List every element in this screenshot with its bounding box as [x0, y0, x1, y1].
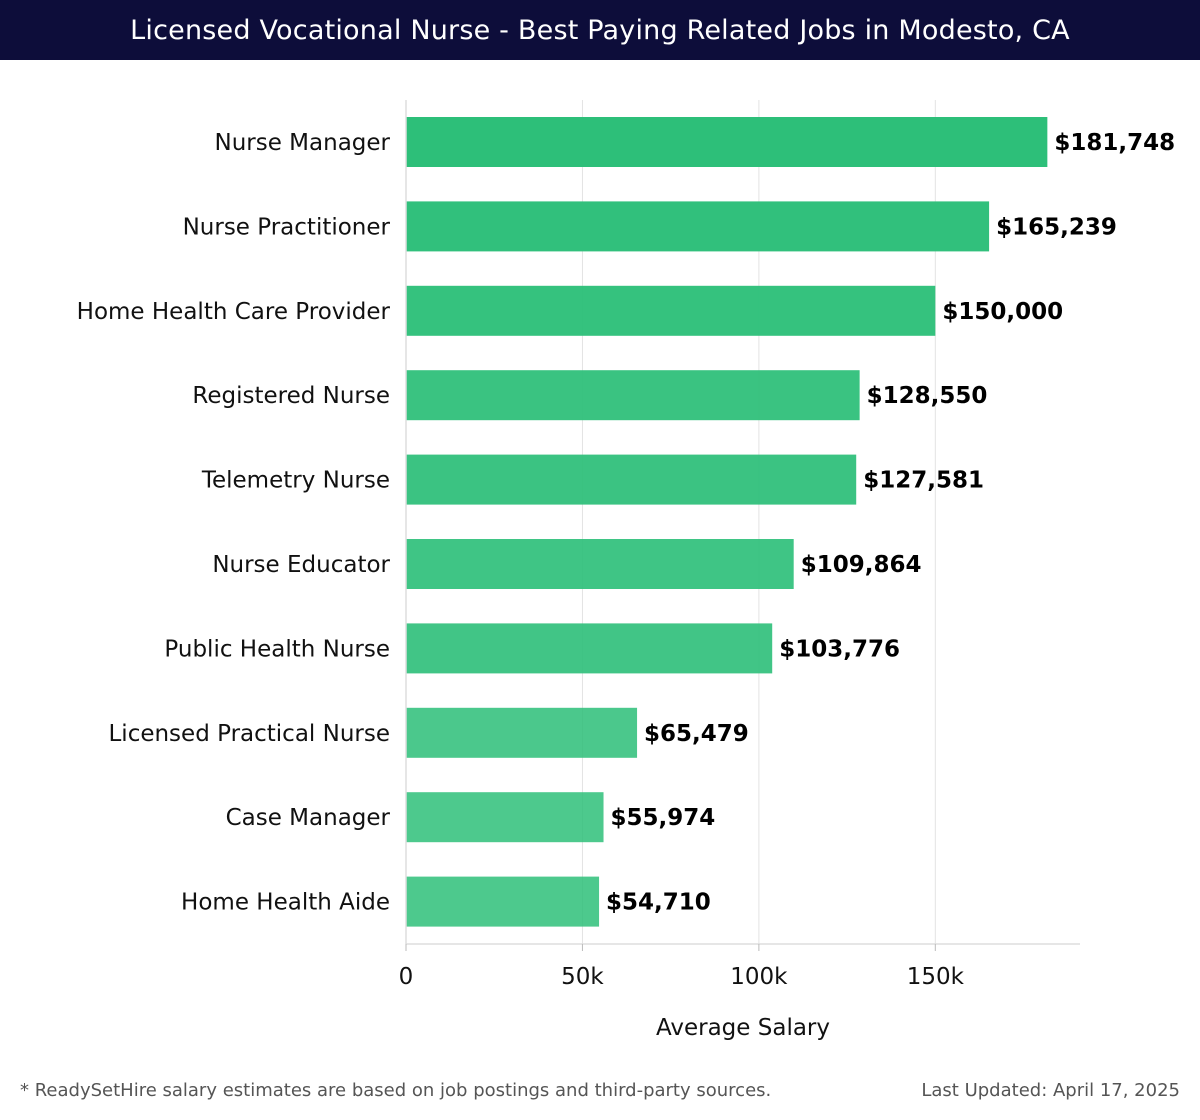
bar — [406, 201, 990, 252]
category-label: Nurse Educator — [212, 552, 390, 578]
bar — [406, 454, 857, 505]
value-label: $103,776 — [779, 636, 900, 662]
footer-note: * ReadySetHire salary estimates are base… — [20, 1080, 772, 1101]
value-label: $127,581 — [863, 468, 984, 494]
value-label: $165,239 — [996, 214, 1117, 240]
category-label: Nurse Manager — [215, 130, 391, 156]
bar — [406, 370, 860, 421]
last-updated: Last Updated: April 17, 2025 — [921, 1080, 1180, 1101]
bar — [406, 707, 638, 758]
value-label: $181,748 — [1054, 130, 1175, 156]
bar — [406, 792, 604, 843]
value-label: $128,550 — [867, 383, 988, 409]
chart-title: Licensed Vocational Nurse - Best Paying … — [130, 14, 1070, 46]
value-label: $150,000 — [942, 299, 1063, 325]
x-tick-label: 0 — [399, 964, 414, 990]
category-label: Licensed Practical Nurse — [108, 721, 390, 747]
value-label: $54,710 — [606, 890, 711, 916]
value-label: $109,864 — [801, 552, 922, 578]
value-label: $65,479 — [644, 721, 749, 747]
category-label: Case Manager — [226, 805, 391, 831]
title-bar: Licensed Vocational Nurse - Best Paying … — [0, 0, 1200, 60]
category-label: Telemetry Nurse — [201, 468, 390, 494]
bar — [406, 117, 1048, 167]
x-tick-label: 150k — [907, 964, 965, 990]
bar-chart: Nurse Manager $181,748 Nurse Practitioner $… — [77, 100, 1175, 1041]
category-label: Home Health Care Provider — [77, 299, 391, 325]
x-tick-label: 50k — [561, 964, 604, 990]
x-axis-title: Average Salary — [656, 1015, 830, 1041]
bar — [406, 876, 600, 927]
category-label: Registered Nurse — [192, 383, 390, 409]
category-label: Public Health Nurse — [164, 636, 390, 662]
bar — [406, 539, 794, 589]
category-label: Nurse Practitioner — [183, 214, 391, 240]
bar — [406, 285, 936, 336]
x-tick-label: 100k — [730, 964, 788, 990]
value-label: $55,974 — [611, 805, 716, 831]
bar — [406, 623, 773, 674]
category-label: Home Health Aide — [181, 890, 390, 916]
